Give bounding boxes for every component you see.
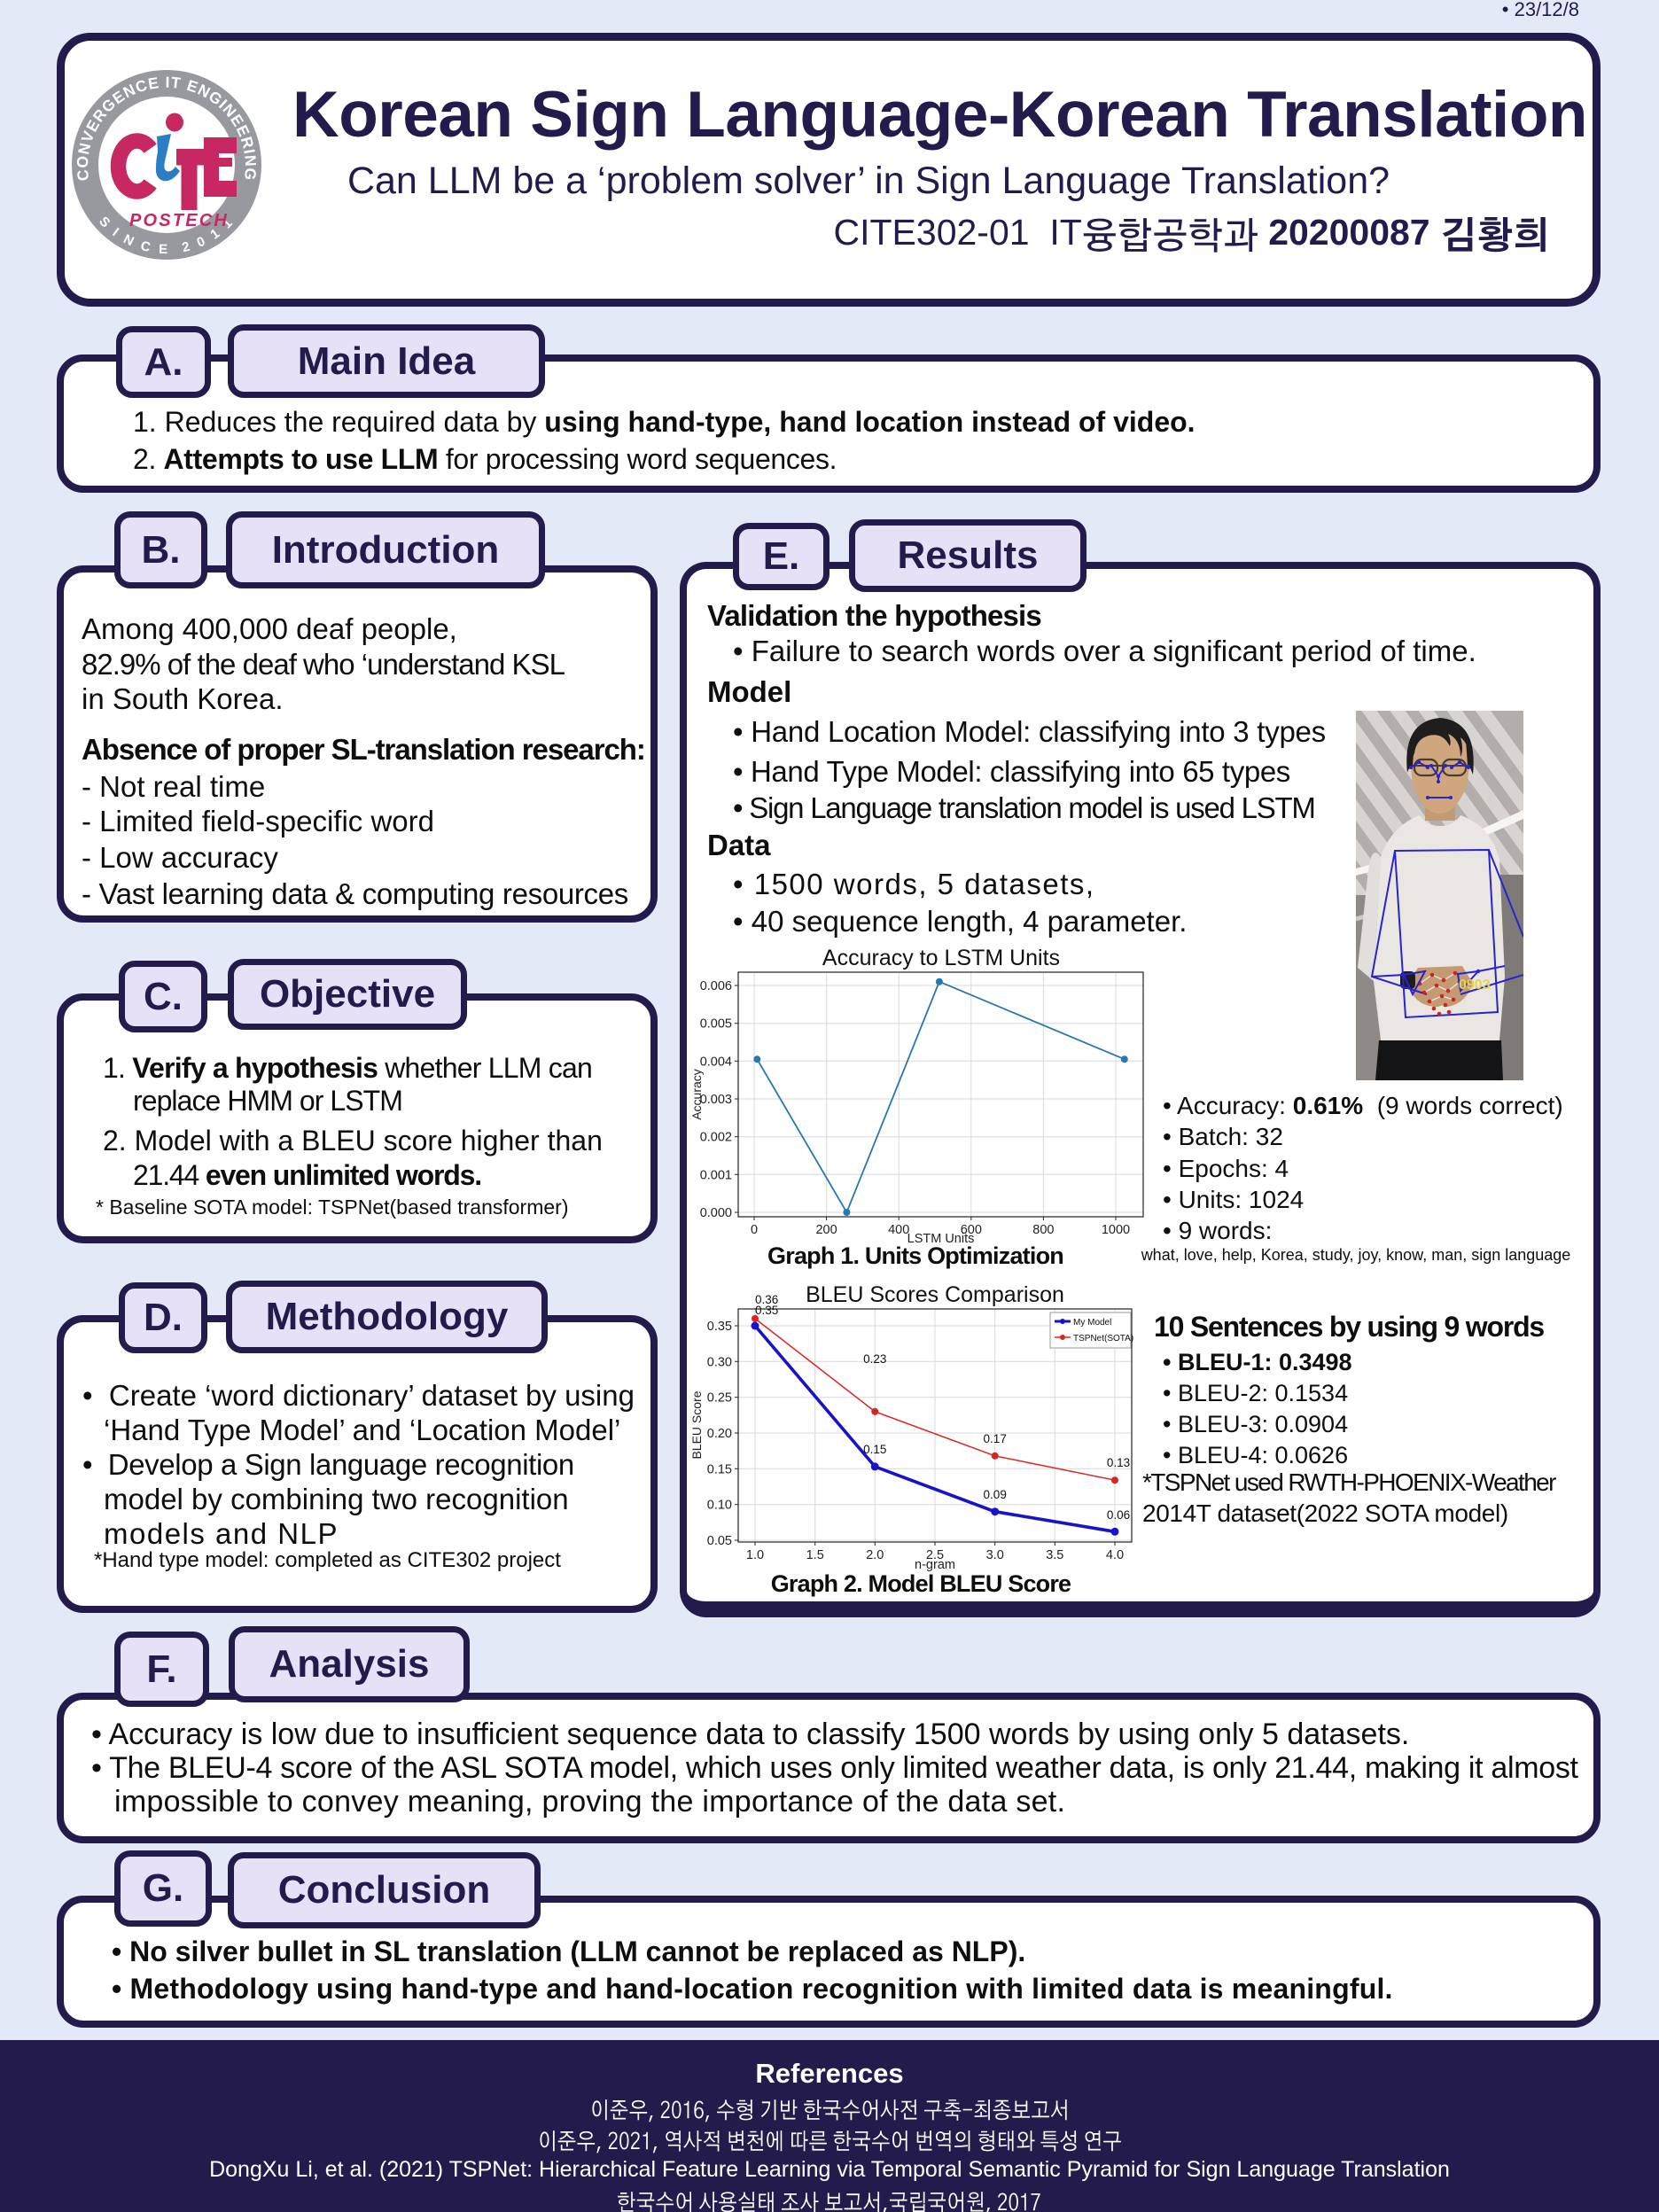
svg-text:0.000: 0.000 <box>700 1206 732 1220</box>
svg-text:1.5: 1.5 <box>806 1548 824 1562</box>
svg-text:0.13: 0.13 <box>1107 1456 1130 1469</box>
svg-text:Accuracy to LSTM Units: Accuracy to LSTM Units <box>822 946 1060 970</box>
svg-text:0.15: 0.15 <box>707 1462 732 1476</box>
svg-text:2.0: 2.0 <box>866 1548 884 1562</box>
svg-text:600: 600 <box>961 1223 982 1237</box>
svg-text:0.25: 0.25 <box>707 1391 732 1406</box>
svg-text:1.0: 1.0 <box>746 1548 764 1562</box>
svg-text:0.20: 0.20 <box>707 1427 732 1441</box>
svg-text:0.005: 0.005 <box>700 1017 732 1032</box>
svg-text:TSPNet(SOTA): TSPNet(SOTA) <box>1073 1334 1133 1344</box>
svg-text:0.15: 0.15 <box>863 1443 886 1456</box>
svg-text:0.001: 0.001 <box>700 1168 732 1182</box>
svg-text:0.10: 0.10 <box>707 1499 732 1513</box>
svg-text:4.0: 4.0 <box>1106 1548 1124 1562</box>
svg-text:400: 400 <box>888 1223 909 1237</box>
svg-text:LSTM Units: LSTM Units <box>907 1232 975 1246</box>
svg-text:0.36: 0.36 <box>755 1293 778 1306</box>
svg-text:800: 800 <box>1032 1223 1054 1237</box>
svg-text:0.30: 0.30 <box>707 1355 732 1369</box>
svg-text:BLEU Scores Comparison: BLEU Scores Comparison <box>806 1282 1064 1307</box>
svg-text:POSTECH: POSTECH <box>129 211 229 230</box>
svg-text:0.003: 0.003 <box>700 1093 732 1107</box>
svg-text:BLEU Score: BLEU Score <box>691 1390 704 1459</box>
svg-text:0.09: 0.09 <box>984 1488 1007 1501</box>
svg-text:2.5: 2.5 <box>926 1548 944 1562</box>
svg-text:0.06: 0.06 <box>1107 1508 1130 1522</box>
svg-text:200: 200 <box>815 1223 837 1237</box>
svg-text:0.006: 0.006 <box>700 979 732 993</box>
svg-text:3.5: 3.5 <box>1046 1548 1063 1562</box>
svg-text:0.004: 0.004 <box>700 1055 732 1069</box>
svg-text:n-gram: n-gram <box>915 1558 955 1572</box>
svg-text:0.17: 0.17 <box>984 1432 1007 1445</box>
svg-text:0.35: 0.35 <box>707 1320 732 1334</box>
svg-text:0.35: 0.35 <box>755 1304 778 1317</box>
svg-text:0.05: 0.05 <box>707 1534 732 1548</box>
svg-text:0903: 0903 <box>1459 977 1491 993</box>
svg-text:Accuracy: Accuracy <box>691 1069 704 1120</box>
svg-text:My Model: My Model <box>1073 1318 1111 1328</box>
svg-text:3.0: 3.0 <box>986 1548 1004 1562</box>
svg-text:0: 0 <box>751 1223 758 1237</box>
svg-text:0.23: 0.23 <box>863 1352 886 1366</box>
svg-text:1000: 1000 <box>1102 1223 1130 1237</box>
svg-text:0.002: 0.002 <box>700 1131 732 1145</box>
